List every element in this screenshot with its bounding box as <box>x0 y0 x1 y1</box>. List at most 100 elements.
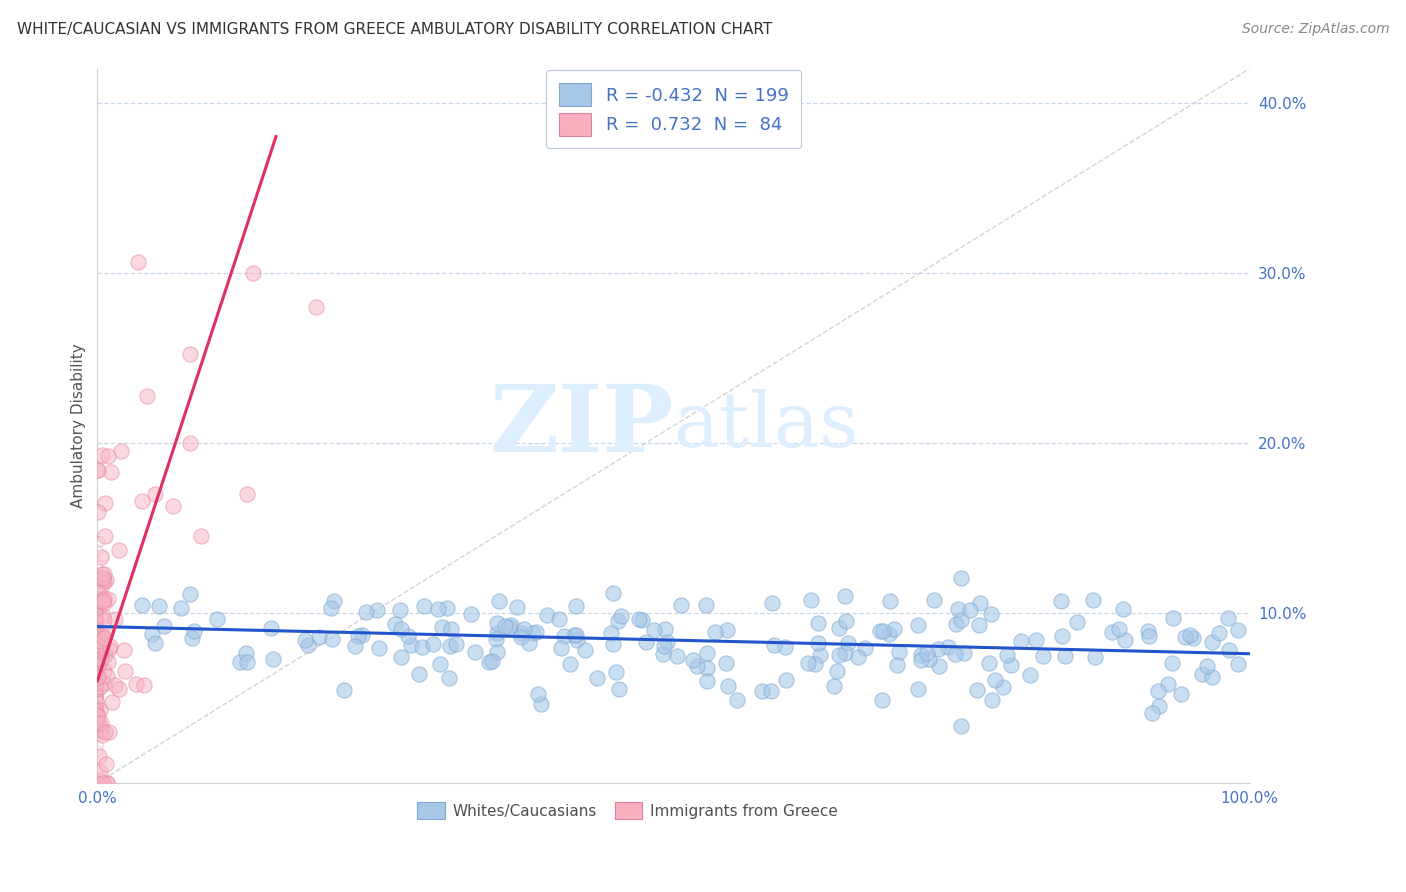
Point <box>1010 633 1032 648</box>
Point <box>108 681 131 696</box>
Point <box>87 619 110 633</box>
Point <box>89 654 111 668</box>
Point <box>207 612 229 626</box>
Point <box>87 682 110 697</box>
Point <box>86 642 108 657</box>
Point <box>352 628 374 642</box>
Point <box>87 672 110 686</box>
Point <box>827 648 849 662</box>
Point <box>439 639 461 653</box>
Point <box>90 651 112 665</box>
Point <box>86 631 108 645</box>
Point <box>91 681 114 695</box>
Point <box>93 675 115 690</box>
Point <box>86 646 108 660</box>
Point <box>87 661 110 675</box>
Point <box>143 486 166 500</box>
Point <box>87 605 110 619</box>
Point <box>86 673 108 687</box>
Point <box>87 701 110 715</box>
Point <box>87 703 110 717</box>
Point <box>87 607 110 621</box>
Point <box>86 715 108 730</box>
Point <box>666 649 689 664</box>
Point <box>143 636 166 650</box>
Point <box>1218 611 1240 625</box>
Point <box>87 705 110 719</box>
Point <box>87 640 110 655</box>
Point <box>509 631 531 645</box>
Point <box>501 618 523 632</box>
Point <box>87 739 110 753</box>
Point <box>354 605 377 619</box>
Point <box>509 625 531 640</box>
Point <box>93 664 115 678</box>
Point <box>486 625 509 640</box>
Point <box>87 626 110 640</box>
Point <box>488 593 510 607</box>
Point <box>936 640 959 654</box>
Point <box>87 663 110 677</box>
Point <box>1112 602 1135 616</box>
Point <box>87 677 110 691</box>
Point <box>87 682 110 697</box>
Point <box>87 604 110 618</box>
Point <box>87 703 110 717</box>
Point <box>90 627 112 641</box>
Point <box>260 621 283 635</box>
Point <box>87 505 110 519</box>
Point <box>1147 699 1170 714</box>
Point <box>91 571 114 585</box>
Point <box>87 690 110 704</box>
Point <box>91 448 114 462</box>
Point <box>389 649 412 664</box>
Point <box>86 594 108 608</box>
Point <box>87 666 110 681</box>
Point <box>87 658 110 673</box>
Point <box>1053 648 1076 663</box>
Point <box>89 669 111 683</box>
Point <box>87 718 110 732</box>
Point <box>823 679 845 693</box>
Point <box>96 776 118 790</box>
Point <box>87 717 110 731</box>
Point <box>89 703 111 717</box>
Point <box>87 688 110 702</box>
Point <box>1024 632 1046 647</box>
Point <box>89 637 111 651</box>
Point <box>444 637 467 651</box>
Point <box>602 637 624 651</box>
Point <box>725 693 748 707</box>
Point <box>703 624 725 639</box>
Point <box>696 661 718 675</box>
Point <box>141 627 163 641</box>
Point <box>93 549 115 564</box>
Point <box>696 674 718 689</box>
Point <box>87 658 110 673</box>
Point <box>86 668 108 682</box>
Point <box>86 657 108 671</box>
Point <box>305 300 328 314</box>
Point <box>763 638 786 652</box>
Point <box>89 632 111 646</box>
Point <box>87 608 110 623</box>
Point <box>945 617 967 632</box>
Point <box>527 687 550 701</box>
Point <box>1157 677 1180 691</box>
Point <box>610 608 633 623</box>
Point <box>87 614 110 628</box>
Point <box>87 654 110 668</box>
Point <box>97 449 120 463</box>
Point <box>1178 628 1201 642</box>
Point <box>837 635 859 649</box>
Point <box>86 630 108 644</box>
Point <box>90 602 112 616</box>
Point <box>91 776 114 790</box>
Point <box>97 725 120 739</box>
Point <box>262 652 284 666</box>
Point <box>86 659 108 673</box>
Point <box>86 656 108 670</box>
Point <box>846 649 869 664</box>
Point <box>86 616 108 631</box>
Point <box>530 698 553 712</box>
